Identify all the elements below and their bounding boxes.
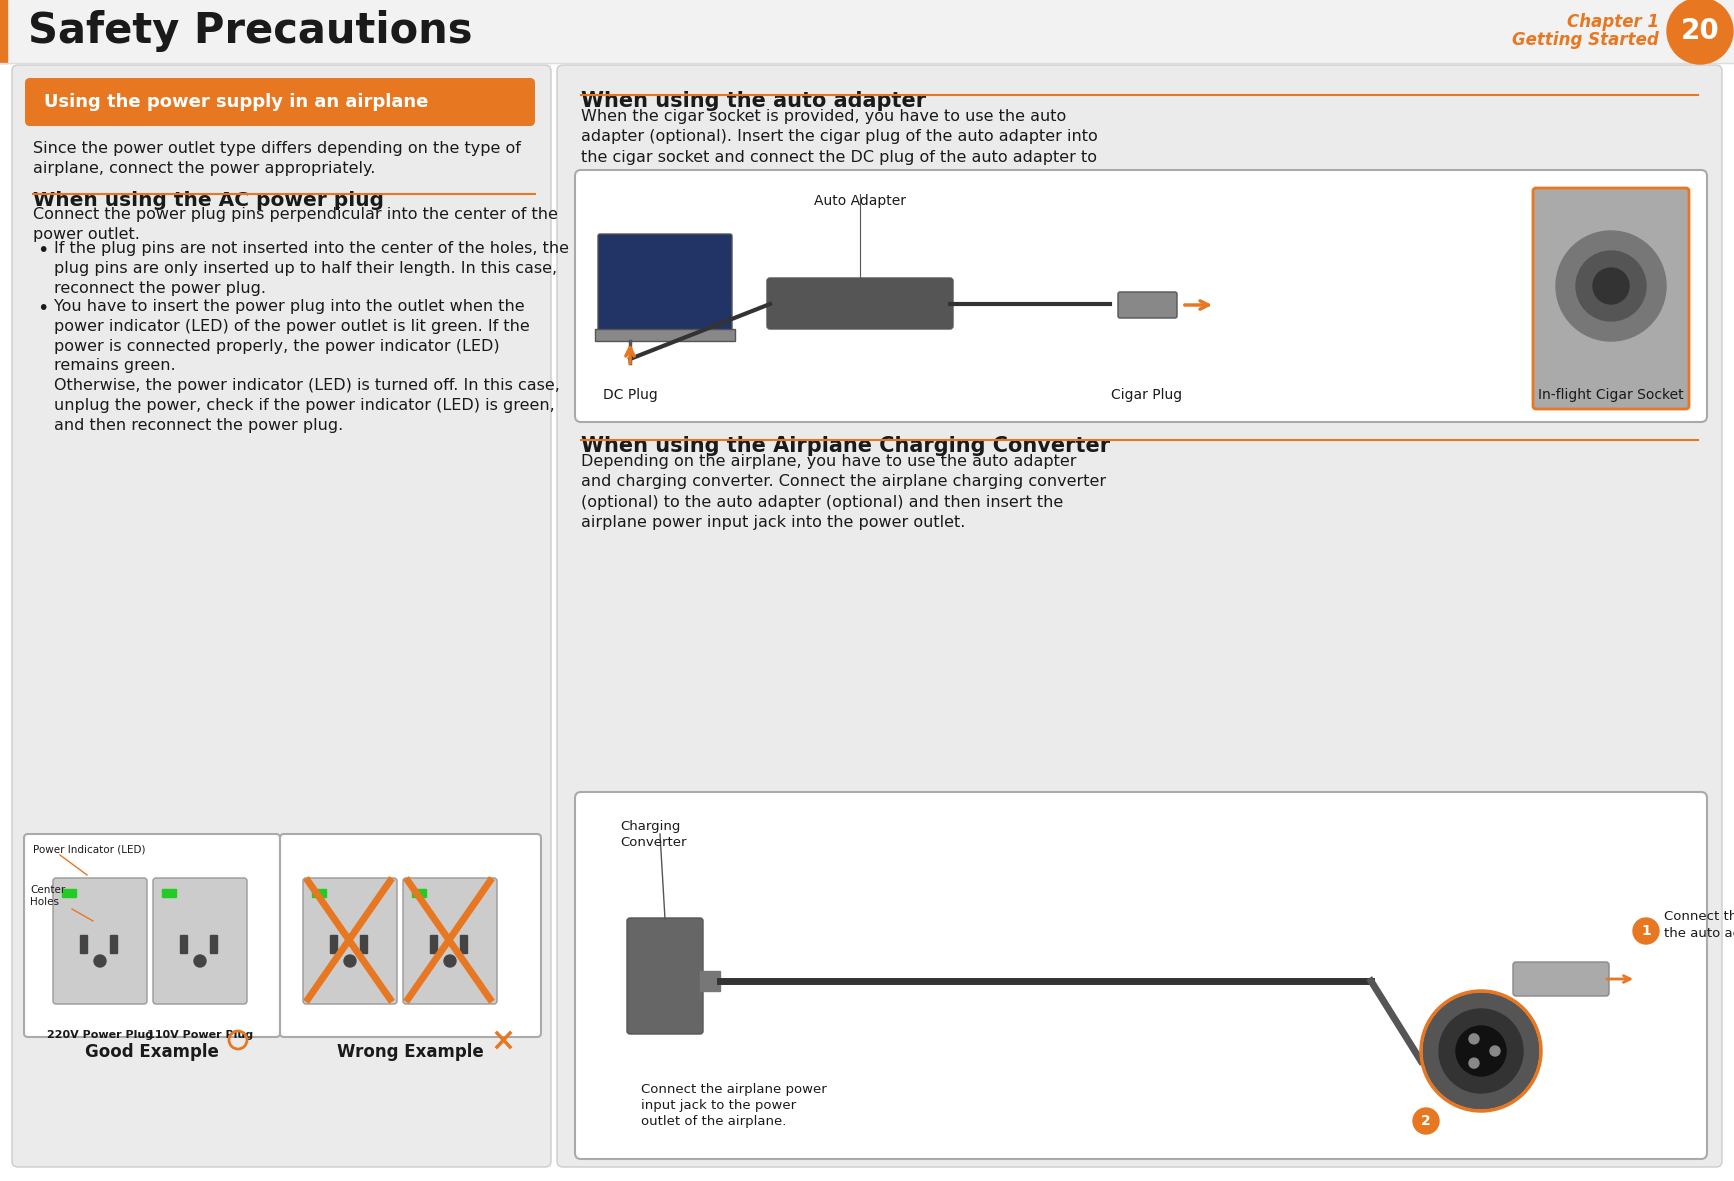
FancyBboxPatch shape bbox=[766, 278, 954, 329]
Circle shape bbox=[1424, 993, 1540, 1109]
Text: •: • bbox=[36, 299, 49, 318]
FancyBboxPatch shape bbox=[628, 918, 702, 1035]
FancyBboxPatch shape bbox=[24, 834, 279, 1037]
FancyBboxPatch shape bbox=[576, 170, 1706, 422]
Circle shape bbox=[94, 955, 106, 967]
Circle shape bbox=[1469, 1058, 1479, 1068]
Bar bbox=[180, 935, 187, 953]
Text: 1: 1 bbox=[1640, 924, 1651, 938]
FancyBboxPatch shape bbox=[153, 877, 246, 1004]
FancyBboxPatch shape bbox=[402, 877, 498, 1004]
Text: 20: 20 bbox=[1680, 17, 1720, 45]
Text: DC Plug: DC Plug bbox=[603, 389, 657, 402]
Bar bbox=[7, 0, 1734, 63]
Bar bbox=[109, 935, 116, 953]
Circle shape bbox=[1469, 1033, 1479, 1044]
Circle shape bbox=[343, 955, 355, 967]
FancyBboxPatch shape bbox=[598, 234, 732, 333]
Text: In-flight Cigar Socket: In-flight Cigar Socket bbox=[1538, 389, 1684, 402]
Text: Cigar Plug: Cigar Plug bbox=[1111, 389, 1183, 402]
Text: Center
Holes: Center Holes bbox=[29, 885, 66, 907]
Text: Depending on the airplane, you have to use the auto adapter
and charging convert: Depending on the airplane, you have to u… bbox=[581, 454, 1106, 530]
Text: Charging
Converter: Charging Converter bbox=[621, 820, 687, 849]
Circle shape bbox=[444, 955, 456, 967]
FancyBboxPatch shape bbox=[557, 65, 1722, 1167]
FancyBboxPatch shape bbox=[303, 877, 397, 1004]
Bar bbox=[0, 0, 7, 63]
Text: Getting Started: Getting Started bbox=[1512, 31, 1659, 48]
FancyBboxPatch shape bbox=[54, 877, 147, 1004]
Circle shape bbox=[1666, 0, 1732, 64]
Circle shape bbox=[1490, 1046, 1500, 1056]
Text: When using the AC power plug: When using the AC power plug bbox=[33, 191, 383, 210]
FancyBboxPatch shape bbox=[1118, 292, 1177, 318]
FancyBboxPatch shape bbox=[1514, 963, 1609, 996]
FancyBboxPatch shape bbox=[12, 65, 551, 1167]
Circle shape bbox=[1457, 1026, 1507, 1076]
Bar bbox=[595, 329, 735, 341]
Text: Connect the power plug pins perpendicular into the center of the
power outlet.: Connect the power plug pins perpendicula… bbox=[33, 207, 558, 242]
Bar bbox=[329, 935, 336, 953]
Bar bbox=[161, 889, 175, 898]
Circle shape bbox=[1413, 1108, 1439, 1134]
Text: When using the Airplane Charging Converter: When using the Airplane Charging Convert… bbox=[581, 436, 1110, 456]
Text: When the cigar socket is provided, you have to use the auto
adapter (optional). : When the cigar socket is provided, you h… bbox=[581, 109, 1098, 185]
Bar bbox=[361, 935, 368, 953]
FancyBboxPatch shape bbox=[576, 792, 1706, 1159]
Circle shape bbox=[1439, 1009, 1522, 1092]
Text: Chapter 1: Chapter 1 bbox=[1568, 13, 1659, 31]
Bar bbox=[210, 935, 217, 953]
Bar bbox=[701, 971, 720, 991]
Bar bbox=[62, 889, 76, 898]
Text: Power Indicator (LED): Power Indicator (LED) bbox=[33, 844, 146, 855]
Bar bbox=[312, 889, 326, 898]
Text: 110V Power Plug: 110V Power Plug bbox=[147, 1030, 253, 1040]
Text: Auto Adapter: Auto Adapter bbox=[813, 194, 905, 208]
Text: Safety Precautions: Safety Precautions bbox=[28, 9, 472, 52]
Circle shape bbox=[1576, 252, 1646, 321]
Text: When using the auto adapter: When using the auto adapter bbox=[581, 91, 926, 111]
Bar bbox=[413, 889, 427, 898]
FancyBboxPatch shape bbox=[1533, 188, 1689, 409]
Text: Since the power outlet type differs depending on the type of
airplane, connect t: Since the power outlet type differs depe… bbox=[33, 141, 520, 176]
Bar bbox=[430, 935, 437, 953]
Text: If the plug pins are not inserted into the center of the holes, the
plug pins ar: If the plug pins are not inserted into t… bbox=[54, 241, 569, 295]
Text: 220V Power Plug: 220V Power Plug bbox=[47, 1030, 153, 1040]
Text: Good Example: Good Example bbox=[85, 1043, 218, 1061]
FancyBboxPatch shape bbox=[24, 78, 536, 126]
Circle shape bbox=[1594, 268, 1628, 304]
Text: Connect this end to
the auto adapter.: Connect this end to the auto adapter. bbox=[1665, 911, 1734, 940]
Text: Connect the airplane power
input jack to the power
outlet of the airplane.: Connect the airplane power input jack to… bbox=[642, 1083, 827, 1128]
Bar bbox=[80, 935, 87, 953]
Circle shape bbox=[1555, 231, 1666, 341]
Text: Wrong Example: Wrong Example bbox=[336, 1043, 484, 1061]
Circle shape bbox=[194, 955, 206, 967]
Circle shape bbox=[1633, 918, 1659, 944]
Text: •: • bbox=[36, 241, 49, 260]
Text: Using the power supply in an airplane: Using the power supply in an airplane bbox=[43, 93, 428, 111]
FancyBboxPatch shape bbox=[279, 834, 541, 1037]
Text: 2: 2 bbox=[1422, 1114, 1431, 1128]
Text: You have to insert the power plug into the outlet when the
power indicator (LED): You have to insert the power plug into t… bbox=[54, 299, 560, 432]
Bar bbox=[460, 935, 466, 953]
